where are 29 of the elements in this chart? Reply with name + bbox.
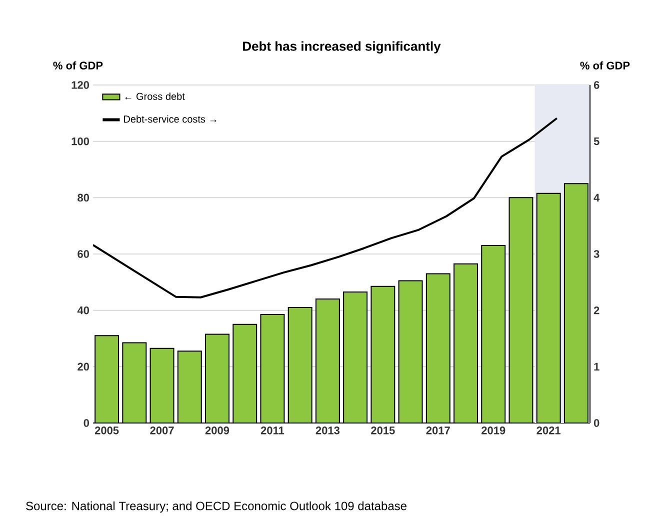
chart-title: Debt has increased significantly xyxy=(243,41,441,54)
x-tick-label: 2007 xyxy=(150,426,174,434)
y-tick-label: 0 xyxy=(84,419,90,427)
y2-tick-label: 4 xyxy=(594,194,600,202)
legend-label: ← Gross debt xyxy=(125,92,185,100)
y-axis-title: % of GDP xyxy=(53,61,103,70)
y2-tick-label: 0 xyxy=(594,419,600,427)
y2-tick-label: 2 xyxy=(594,306,600,314)
y2-tick-label: 5 xyxy=(594,138,600,146)
y-tick-label: 80 xyxy=(78,194,90,202)
y-tick-label: 120 xyxy=(72,81,90,89)
y2-axis-title: % of GDP xyxy=(580,61,630,70)
y-tick-label: 20 xyxy=(78,362,90,371)
y-tick-label: 100 xyxy=(72,137,90,146)
x-tick-label: 2019 xyxy=(482,426,506,434)
source-note: Source: National Treasury; and OECD Economic Outlook 109 database xyxy=(26,501,406,513)
x-tick-label: 2017 xyxy=(426,426,450,434)
y2-tick-label: 1 xyxy=(594,362,600,370)
x-tick-label: 2015 xyxy=(371,426,395,434)
y-tick-label: 60 xyxy=(78,250,90,258)
y-tick-label: 40 xyxy=(77,306,90,314)
x-tick-label: 2021 xyxy=(536,426,561,434)
legend-label: Debt-service costs → xyxy=(124,115,216,123)
x-tick-label: 2013 xyxy=(316,426,340,434)
y2-tick-label: 6 xyxy=(594,81,600,89)
x-tick-label: 2005 xyxy=(94,426,119,434)
x-tick-label: 2011 xyxy=(260,426,284,434)
y2-tick-label: 3 xyxy=(594,250,600,258)
x-tick-label: 2009 xyxy=(205,426,230,434)
